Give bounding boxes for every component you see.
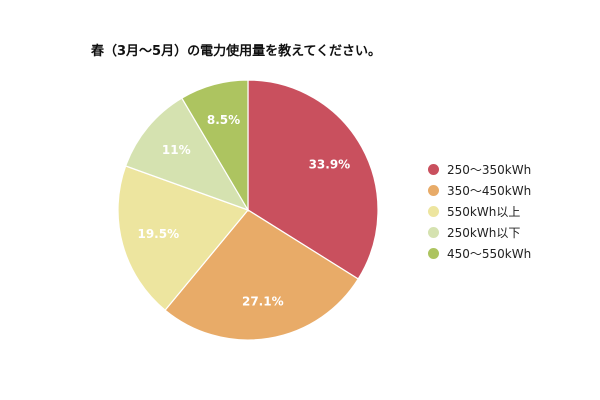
slice-label-1: 33.9% [309, 157, 351, 171]
legend-swatch-icon [428, 248, 439, 259]
chart-title: 春（3月〜5月）の電力使用量を教えてください。 [91, 44, 382, 59]
legend-swatch-icon [428, 164, 439, 175]
legend-item: 350〜450kWh [428, 180, 531, 201]
legend-swatch-icon [428, 227, 439, 238]
slice-label-2: 27.1% [242, 294, 284, 308]
legend-label: 450〜550kWh [447, 247, 532, 261]
legend-item: 550kWh以上 [428, 201, 531, 222]
pie-slice-5 [180, 79, 249, 213]
legend-item: 250kWh以下 [428, 222, 531, 243]
slice-label-4: 11% [162, 143, 191, 157]
slice-label-3: 19.5% [137, 227, 179, 241]
slice-label-5: 8.5% [207, 113, 240, 127]
legend-item: 250〜350kWh [428, 159, 531, 180]
legend-swatch-icon [428, 185, 439, 196]
pie-slice-1 [247, 79, 379, 280]
legend-label: 250kWh以下 [447, 226, 521, 240]
legend-item: 450〜550kWh [428, 243, 531, 264]
legend-label: 550kWh以上 [447, 205, 521, 219]
legend: 250〜350kWh 350〜450kWh 550kWh以上 250kWh以下 450〜… [428, 159, 531, 264]
legend-swatch-icon [428, 206, 439, 217]
pie-slice-3 [117, 165, 250, 312]
pie-slice-4 [124, 97, 250, 212]
pie-slice-2 [164, 209, 360, 341]
legend-label: 350〜450kWh [447, 184, 532, 198]
legend-label: 250〜350kWh [447, 163, 532, 177]
